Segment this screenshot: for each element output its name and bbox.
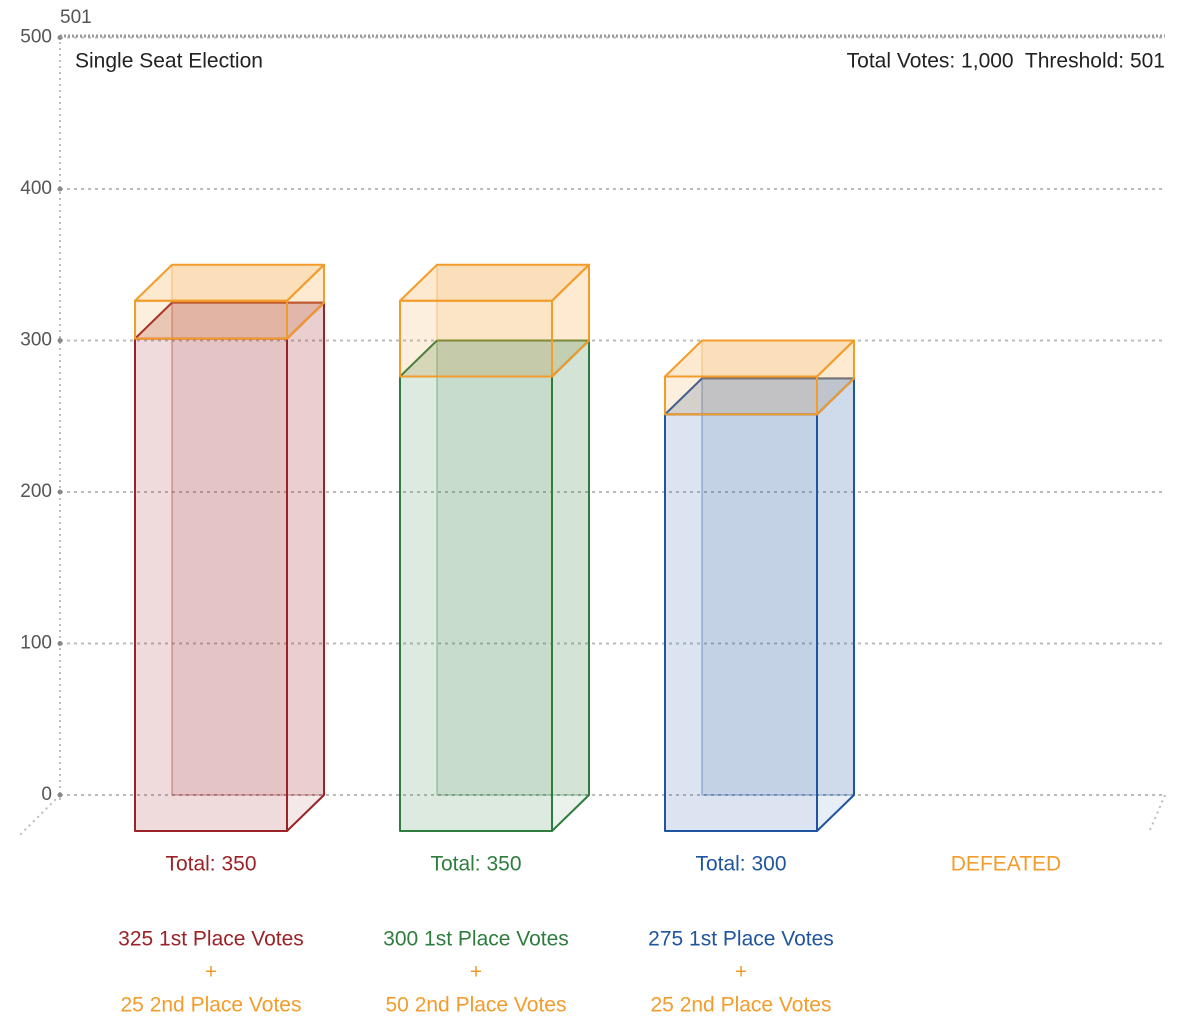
bar-front bbox=[664, 413, 818, 832]
y-tick-label: 0 bbox=[41, 784, 52, 805]
bar-front bbox=[399, 299, 553, 378]
bar-side bbox=[816, 377, 855, 832]
value-label: 300 1st Place Votes bbox=[383, 928, 569, 951]
bar-back bbox=[171, 301, 325, 796]
category-label: Total: 350 bbox=[165, 853, 256, 876]
tick-dot bbox=[57, 338, 63, 344]
tick-dot bbox=[57, 641, 63, 647]
value-label: 275 1st Place Votes bbox=[648, 928, 834, 951]
tick-dot bbox=[57, 186, 63, 192]
bar-back bbox=[701, 377, 855, 796]
bar-back bbox=[436, 264, 590, 342]
chart-title: Single Seat Election bbox=[75, 50, 263, 73]
bar-front bbox=[399, 375, 553, 832]
value-label: 25 2nd Place Votes bbox=[651, 994, 832, 1017]
tick-dot bbox=[57, 489, 63, 495]
annotation: Total Votes: 1,000 Threshold: 501 bbox=[847, 50, 1165, 73]
bar-back bbox=[701, 339, 855, 380]
floor-edge bbox=[19, 794, 61, 836]
bar-front bbox=[134, 299, 288, 340]
category-label: Total: 300 bbox=[695, 853, 786, 876]
value-label: 50 2nd Place Votes bbox=[386, 994, 567, 1017]
category-label: DEFEATED bbox=[951, 853, 1061, 876]
category-label: Total: 350 bbox=[430, 853, 521, 876]
tick-dot bbox=[57, 792, 63, 798]
bar-side bbox=[551, 339, 590, 832]
y-tick-label: 200 bbox=[20, 481, 52, 502]
bar-side bbox=[286, 301, 325, 832]
value-label: 25 2nd Place Votes bbox=[121, 994, 302, 1017]
y-tick-label: 500 bbox=[20, 27, 52, 48]
value-label: 325 1st Place Votes bbox=[118, 928, 304, 951]
separator: + bbox=[735, 961, 747, 984]
bar-front bbox=[664, 375, 818, 416]
separator: + bbox=[205, 961, 217, 984]
y-tick-label: 400 bbox=[20, 178, 52, 199]
bar-back bbox=[171, 264, 325, 304]
y-tick-label: 100 bbox=[20, 633, 52, 654]
y-tick-label: 300 bbox=[20, 330, 52, 351]
bar-back bbox=[436, 339, 590, 796]
threshold-label: 501 bbox=[60, 7, 92, 28]
floor-edge bbox=[1149, 794, 1166, 831]
bar-front bbox=[134, 337, 288, 832]
separator: + bbox=[470, 961, 482, 984]
